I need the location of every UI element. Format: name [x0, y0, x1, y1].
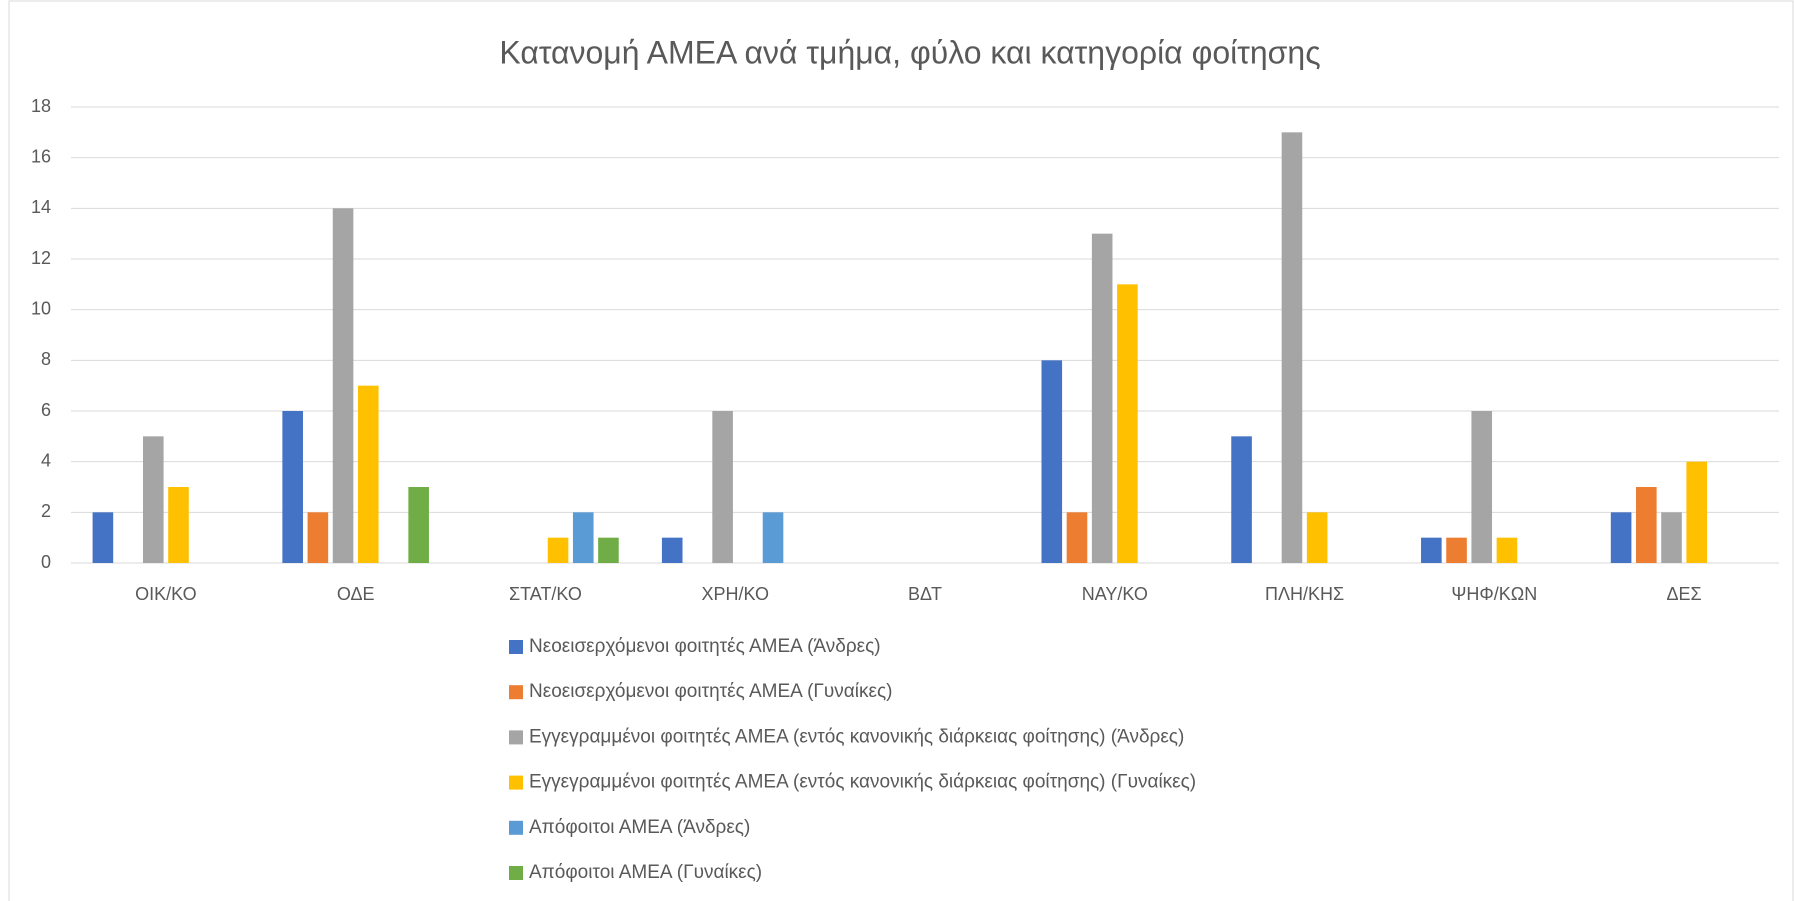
x-tick-label: ΨΗΦ/ΚΩΝ	[1451, 584, 1537, 604]
chart-title: Κατανομή ΑΜΕΑ ανά τμήμα, φύλο και κατηγο…	[499, 34, 1320, 70]
bar	[1281, 132, 1303, 564]
bar	[1421, 537, 1442, 563]
chart-frame	[8, 0, 1794, 901]
legend-swatch	[509, 866, 523, 880]
bar	[712, 411, 733, 563]
legend-swatch	[509, 730, 523, 745]
bar	[1496, 537, 1518, 563]
y-tick-label: 14	[31, 197, 51, 217]
legend-swatch	[509, 640, 523, 654]
bar	[282, 411, 303, 563]
x-tick-label: ΟΔΕ	[337, 584, 375, 604]
bar	[661, 537, 683, 563]
bar	[572, 512, 594, 563]
y-tick-label: 2	[41, 501, 51, 521]
legend-label: Απόφοιτοι ΑΜΕΑ (Γυναίκες)	[529, 862, 762, 883]
legend-swatch	[509, 685, 523, 700]
bar	[142, 436, 164, 563]
y-tick-label: 16	[31, 146, 51, 166]
bar	[1306, 512, 1328, 563]
x-tick-label: ΧΡΗ/ΚΟ	[701, 584, 768, 604]
x-tick-label: ΣΤΑΤ/ΚΟ	[509, 584, 582, 604]
legend-swatch	[509, 820, 523, 835]
y-tick-label: 0	[41, 552, 51, 572]
x-tick-label: ΠΛΗ/ΚΗΣ	[1265, 584, 1344, 604]
legend-label: Νεοεισερχόμενοι φοιτητές ΑΜΕΑ (Γυναίκες)	[529, 681, 892, 702]
bar	[1117, 284, 1138, 563]
bar	[1231, 436, 1252, 563]
x-tick-label: ΔΕΣ	[1667, 584, 1702, 604]
bar	[1066, 512, 1088, 563]
bar	[598, 537, 619, 563]
bar	[168, 487, 189, 563]
bar	[92, 512, 114, 563]
bar	[357, 385, 379, 563]
bar	[307, 512, 329, 563]
bar	[1686, 461, 1708, 563]
legend-label: Εγγεγραμμένοι φοιτητές ΑΜΕΑ (εντός κανον…	[529, 772, 1196, 793]
bar	[1041, 360, 1063, 563]
bar	[1610, 512, 1632, 563]
y-tick-label: 4	[41, 450, 51, 470]
bar	[1446, 537, 1467, 563]
y-tick-label: 18	[31, 96, 51, 116]
bar	[1661, 512, 1682, 563]
x-tick-label: ΒΔΤ	[908, 584, 942, 604]
x-tick-label: ΟΙΚ/ΚΟ	[135, 584, 196, 604]
x-tick-label: ΝΑΥ/ΚΟ	[1082, 584, 1148, 604]
bar	[1636, 487, 1657, 563]
legend-label: Απόφοιτοι ΑΜΕΑ (Άνδρες)	[529, 817, 750, 838]
y-tick-label: 8	[41, 349, 51, 369]
y-tick-label: 12	[31, 248, 51, 268]
bar	[547, 537, 569, 563]
bar	[762, 512, 784, 563]
bar	[1091, 233, 1113, 563]
bar	[1471, 411, 1493, 563]
y-tick-label: 6	[41, 400, 51, 420]
y-tick-label: 10	[31, 298, 51, 318]
bar	[408, 487, 429, 563]
bar	[332, 208, 354, 564]
legend-label: Νεοεισερχόμενοι φοιτητές ΑΜΕΑ (Άνδρες)	[529, 636, 881, 657]
legend-swatch	[509, 775, 523, 790]
legend-label: Εγγεγραμμένοι φοιτητές ΑΜΕΑ (εντός κανον…	[529, 726, 1184, 747]
